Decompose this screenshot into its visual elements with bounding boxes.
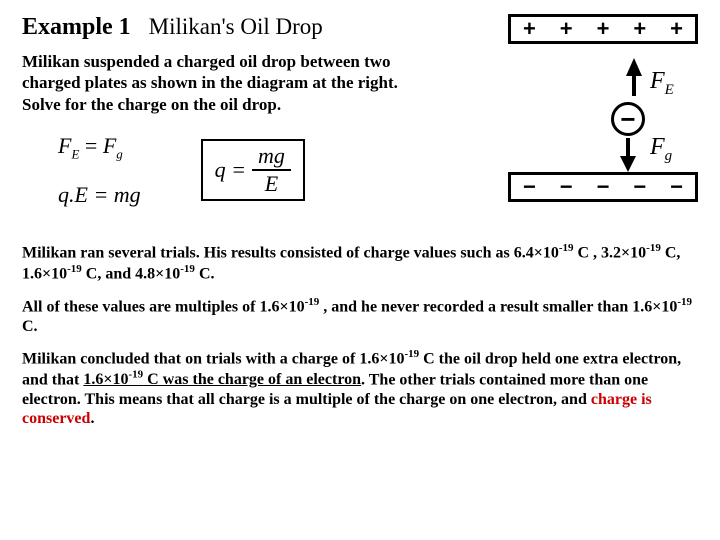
plus-icon: + xyxy=(597,16,610,42)
oil-drop: − xyxy=(611,102,645,136)
equation-2: q.E = mg xyxy=(58,182,141,208)
arrow-up-icon xyxy=(626,58,642,76)
intro-text: Milikan suspended a charged oil drop bet… xyxy=(22,51,422,115)
minus-icon: − xyxy=(597,174,610,200)
plus-icon: + xyxy=(523,16,536,42)
fraction: mg E xyxy=(252,145,291,195)
minus-icon: − xyxy=(560,174,573,200)
body-paragraphs: Milikan ran several trials. His results … xyxy=(22,242,698,429)
equation-1: FE = Fg xyxy=(58,133,141,162)
paragraph-3: Milikan concluded that on trials with a … xyxy=(22,348,698,429)
minus-icon: − xyxy=(633,174,646,200)
plus-icon: + xyxy=(560,16,573,42)
boxed-equation: q = mg E xyxy=(201,139,305,201)
bottom-plate: − − − − − xyxy=(508,172,698,202)
force-electric-label: FE xyxy=(650,68,674,99)
minus-icon: − xyxy=(523,174,536,200)
paragraph-1: Milikan ran several trials. His results … xyxy=(22,242,698,284)
minus-icon: − xyxy=(620,106,635,132)
arrow-down-icon xyxy=(626,138,630,158)
force-gravity-label: Fg xyxy=(650,134,672,165)
minus-icon: − xyxy=(670,174,683,200)
plus-icon: + xyxy=(633,16,646,42)
top-plate: + + + + + xyxy=(508,14,698,44)
plus-icon: + xyxy=(670,16,683,42)
oil-drop-diagram: + + + + + FE − Fg − − − − − xyxy=(508,14,698,202)
equation-column: FE = Fg q.E = mg xyxy=(58,133,141,208)
plate-gap: FE − Fg xyxy=(508,44,698,172)
paragraph-2: All of these values are multiples of 1.6… xyxy=(22,296,698,336)
example-label: Example 1 xyxy=(22,14,131,41)
underlined-text: 1.6×10-19 C was the charge of an electro… xyxy=(83,371,361,388)
page-title: Milikan's Oil Drop xyxy=(149,14,323,40)
